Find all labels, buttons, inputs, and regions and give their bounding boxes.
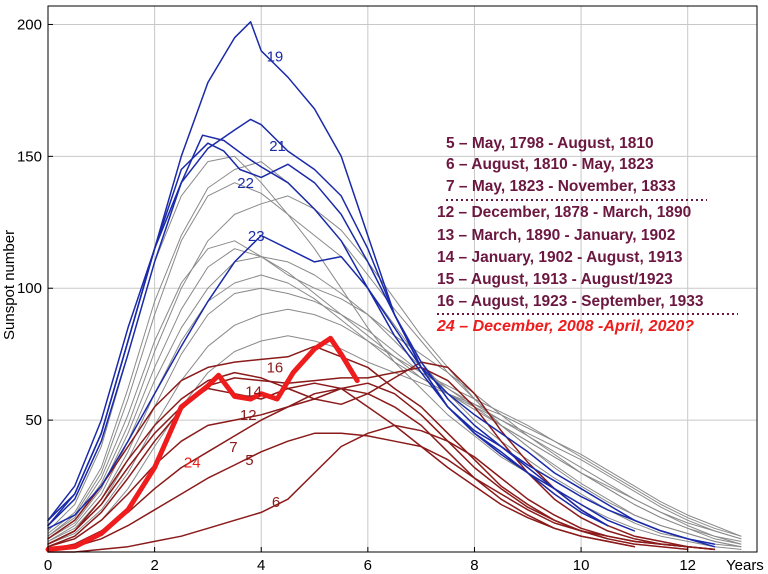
series-line-23 — [47, 234, 716, 545]
cycle-label-6: 6 — [272, 494, 280, 511]
cycle-label-5: 5 — [245, 452, 253, 469]
legend-entry: 6 – August, 1810 - May, 1823 — [446, 156, 654, 173]
series-line-16 — [47, 345, 609, 540]
legend: 5 – May, 1798 - August, 1810 6 – August, … — [436, 135, 738, 335]
legend-entry: 24 – December, 2008 -April, 2020? — [436, 318, 694, 335]
x-tick-label: 12 — [679, 557, 696, 574]
cycle-label-16: 16 — [267, 360, 284, 377]
series-line-g10 — [47, 308, 742, 545]
cycle-label-22: 22 — [237, 175, 254, 192]
x-axis-label: Years — [726, 557, 764, 574]
cycle-label-19: 19 — [267, 48, 284, 65]
series-line-g2 — [47, 182, 742, 548]
series-line-red-extra-1 — [47, 366, 689, 548]
series-line-blue-extra — [47, 134, 716, 548]
x-tick-label: 4 — [257, 557, 265, 574]
legend-entry: 14 – January, 1902 - August, 1913 — [437, 249, 683, 266]
cycle-label-7: 7 — [229, 439, 237, 456]
y-tick-label: 150 — [17, 148, 42, 165]
series-line-21 — [47, 118, 609, 527]
cycle-label-12: 12 — [240, 407, 257, 424]
series-line-g4 — [47, 161, 742, 548]
cycle-label-24: 24 — [184, 455, 201, 472]
y-tick-label: 100 — [17, 280, 42, 297]
x-tick-label: 6 — [364, 557, 372, 574]
y-tick-label: 50 — [25, 412, 42, 429]
legend-entry: 16 – August, 1923 - September, 1933 — [437, 293, 704, 310]
cycle-label-21: 21 — [269, 138, 286, 155]
series-line-24 — [45, 335, 360, 552]
legend-entry: 13 – March, 1890 - January, 1902 — [437, 227, 675, 244]
cycle-label-23: 23 — [248, 228, 265, 245]
x-tick-label: 8 — [470, 557, 478, 574]
series-line-g9 — [47, 274, 742, 542]
plot-frame — [47, 5, 758, 553]
series-layer — [45, 21, 742, 553]
grid-lines — [48, 6, 757, 552]
x-tick-label: 0 — [44, 557, 52, 574]
legend-entry: 15 – August, 1913 - August/1923 — [437, 271, 673, 288]
series-line-g3 — [47, 195, 742, 548]
y-tick-label: 200 — [17, 16, 42, 33]
x-tick-label: 2 — [150, 557, 158, 574]
cycle-label-14: 14 — [245, 383, 262, 400]
plot-background — [48, 6, 757, 552]
legend-entry: 5 – May, 1798 - August, 1810 — [446, 135, 654, 152]
y-axis-label: Sunspot number — [1, 230, 18, 340]
legend-entry: 7 – May, 1823 - November, 1833 — [446, 178, 676, 195]
series-line-6 — [47, 424, 716, 553]
legend-entry: 12 – December, 1878 - March, 1890 — [437, 204, 691, 221]
series-line-g7 — [47, 287, 742, 545]
x-tick-label: 10 — [573, 557, 590, 574]
